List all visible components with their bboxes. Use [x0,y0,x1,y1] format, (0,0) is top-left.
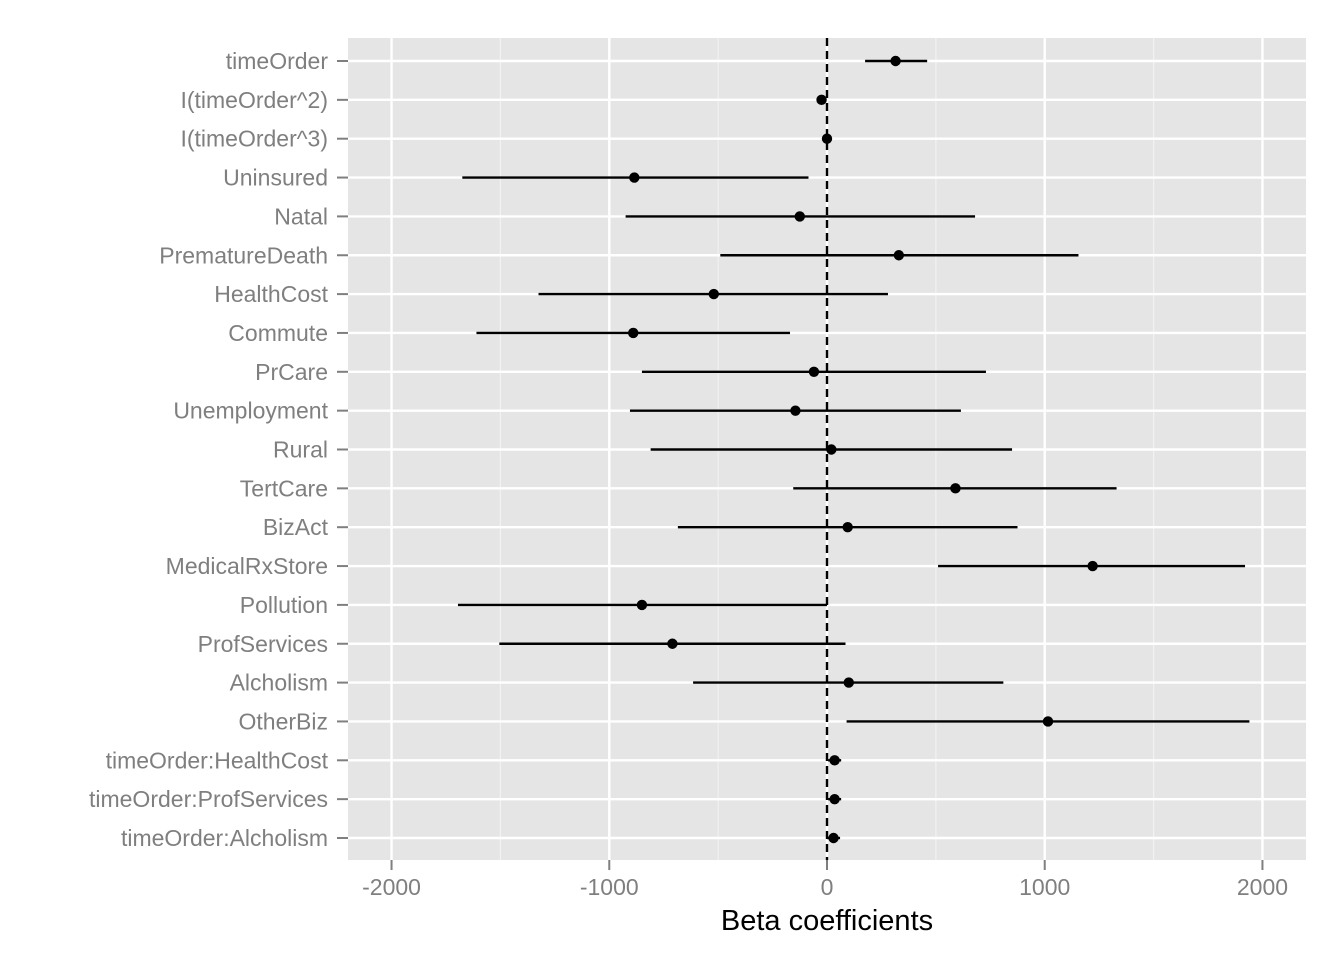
y-tick-label: I(timeOrder^3) [180,126,328,152]
point-estimate [790,405,801,416]
y-tick-label: Uninsured [223,165,328,191]
point-estimate [667,638,678,649]
y-tick-label: OtherBiz [239,708,328,734]
y-tick-label: Alcholism [230,670,328,696]
x-axis-title: Beta coefficients [721,905,933,937]
y-tick-label: I(timeOrder^2) [180,87,328,113]
point-estimate [816,94,827,106]
y-tick-label: MedicalRxStore [166,553,328,579]
point-estimate [842,522,853,533]
y-tick-label: timeOrder:ProfServices [89,786,328,812]
point-estimate [950,483,961,494]
y-tick-label: PrematureDeath [159,242,328,268]
point-estimate [890,55,901,67]
point-estimate [826,444,837,455]
point-estimate [628,327,639,339]
x-axis: -2000 -1000 0 1000 2000 [362,860,1288,900]
point-estimate [629,172,640,183]
point-estimate [821,133,833,144]
point-estimate [828,832,839,844]
y-tick-label: timeOrder:Alcholism [121,825,328,851]
y-tick-label: timeOrder [226,48,329,74]
y-axis: timeOrder I(timeOrder^2) I(timeOrder^3) Uni… [89,48,348,851]
point-estimate [1087,560,1098,572]
point-estimate [829,793,840,805]
point-estimate [708,288,719,300]
point-estimate [1042,716,1054,727]
x-tick-label: -2000 [362,874,421,900]
x-tick-label: -1000 [580,874,639,900]
y-tick-label: Rural [273,437,328,463]
y-tick-label: HealthCost [214,281,328,307]
x-tick-label: 1000 [1019,874,1070,900]
y-tick-label: ProfServices [198,631,328,657]
point-estimate [829,755,840,766]
y-tick-label: PrCare [255,359,328,385]
point-estimate [808,366,820,377]
y-tick-label: Pollution [240,592,328,618]
point-estimate [843,677,854,688]
point-estimate [636,599,648,611]
point-estimate [893,250,905,261]
x-tick-label: 2000 [1237,874,1288,900]
point-estimates [628,55,1098,844]
x-tick-label: 0 [821,874,834,900]
y-tick-label: BizAct [263,514,329,540]
point-estimate [794,211,805,222]
y-tick-label: TertCare [240,475,328,501]
y-tick-label: Natal [274,203,328,229]
y-tick-label: timeOrder:HealthCost [106,747,329,773]
y-tick-label: Unemployment [173,398,328,424]
y-tick-label: Commute [228,320,328,346]
